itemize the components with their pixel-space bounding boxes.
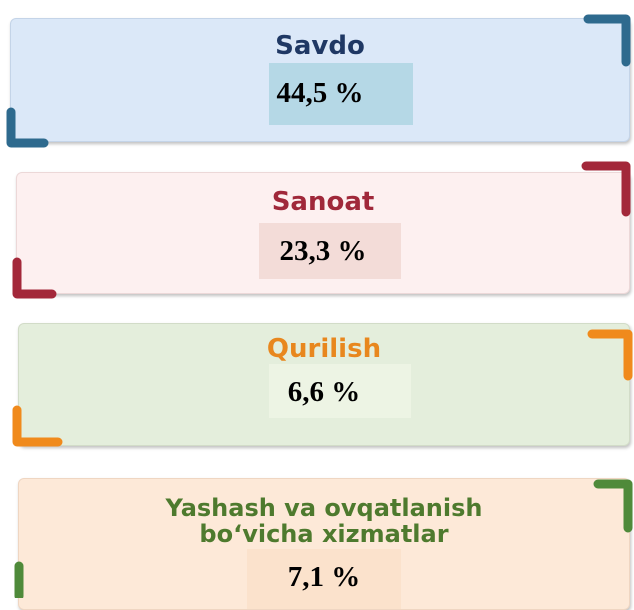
bracket [12,405,63,447]
card-title: Savdo [275,31,365,61]
bracket [583,14,631,67]
bracket [593,479,633,533]
value-box [259,223,401,279]
bracket [6,107,49,148]
card-value: 44,5 % [276,77,364,109]
card-title: Qurilish [266,334,382,364]
card: Yashash va ovqatlanish bo‘vicha xizmatla… [18,478,630,610]
value-box [269,364,411,418]
card-title: Sanoat [271,187,375,217]
card-value: 23,3 % [279,235,367,267]
bracket [581,161,631,217]
value-box [269,63,413,125]
card: Savdo 44,5 % [10,18,630,142]
card: Sanoat 23,3 % [16,172,630,294]
card-value: 7,1 % [287,561,361,593]
card-value: 6,6 % [287,376,361,408]
bracket [587,329,633,381]
bracket [12,257,57,299]
card-title: Yashash va ovqatlanish [165,494,483,522]
card-title: bo‘vicha xizmatlar [199,520,449,548]
card: Qurilish 6,6 % [18,323,630,446]
